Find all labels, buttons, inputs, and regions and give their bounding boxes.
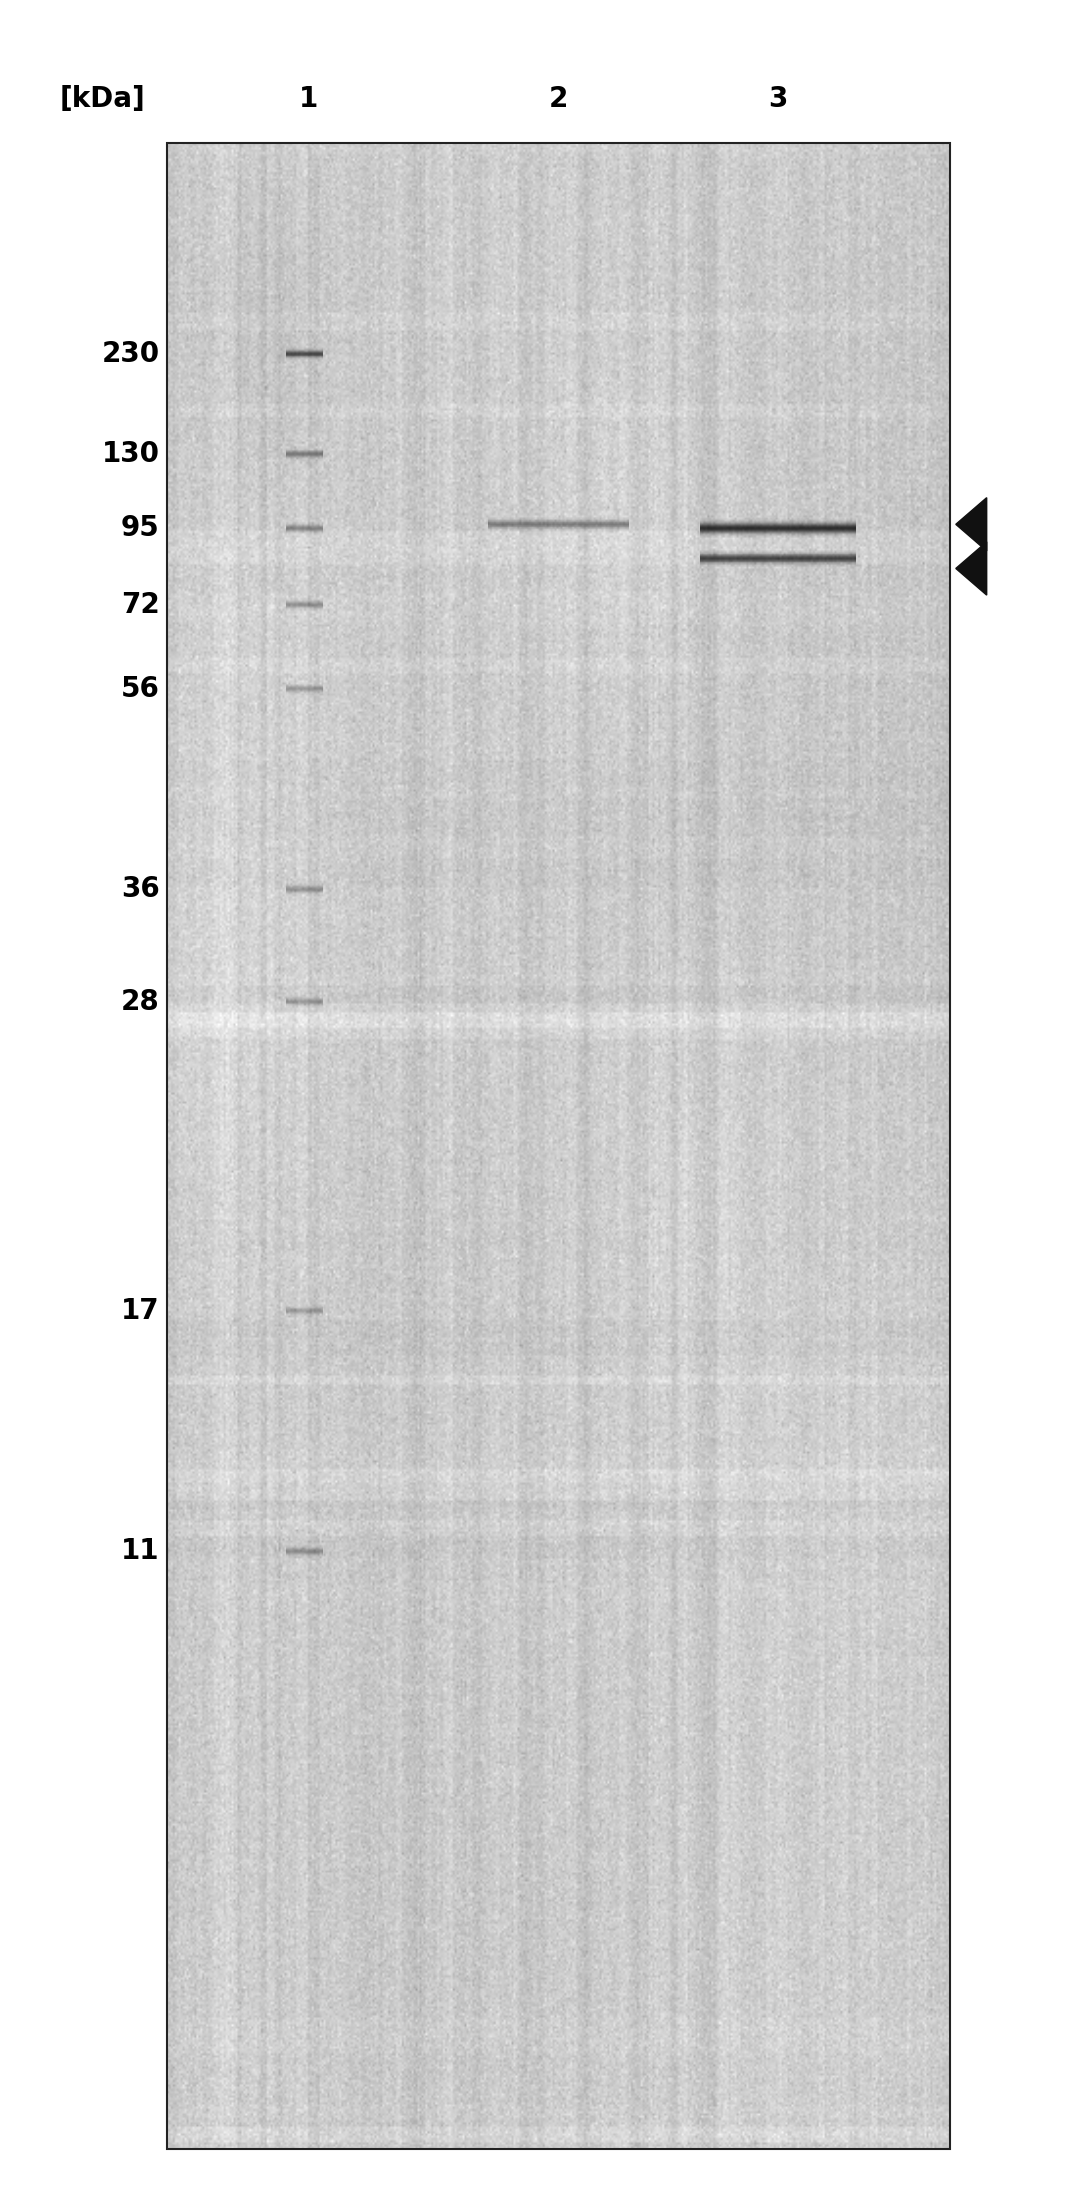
Text: 72: 72	[121, 591, 160, 619]
Bar	[167, 143, 950, 2149]
Text: [kDa]: [kDa]	[59, 86, 146, 112]
Text: 2: 2	[550, 86, 568, 112]
Polygon shape	[956, 498, 987, 551]
Text: 36: 36	[121, 875, 160, 904]
Text: 130: 130	[102, 441, 160, 467]
Text: 230: 230	[102, 339, 160, 368]
Text: 56: 56	[121, 674, 160, 703]
Text: 17: 17	[121, 1296, 160, 1325]
Text: 11: 11	[121, 1536, 160, 1565]
Text: 3: 3	[769, 86, 787, 112]
Text: 95: 95	[121, 514, 160, 542]
Text: 1: 1	[299, 86, 318, 112]
Polygon shape	[956, 542, 987, 595]
Text: 28: 28	[121, 987, 160, 1016]
